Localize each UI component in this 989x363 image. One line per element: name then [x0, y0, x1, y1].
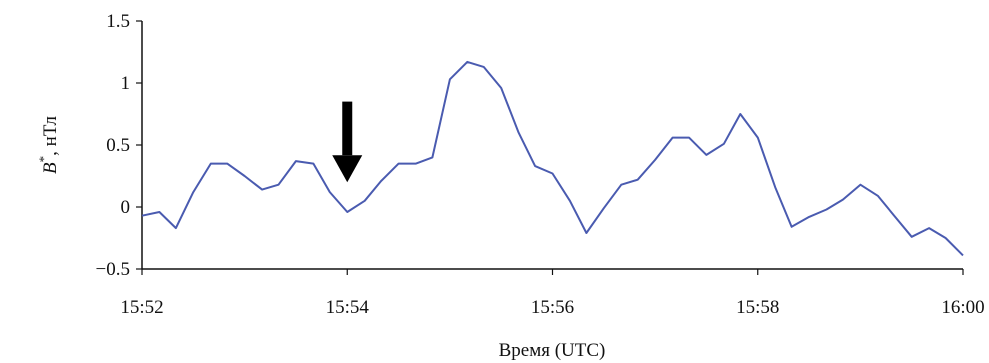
plot-area — [142, 21, 963, 269]
x-axis-title: Время (UTC) — [499, 340, 606, 361]
arrow-annotation — [332, 101, 363, 183]
series-group — [141, 60, 964, 257]
y-tick-label: 0 — [121, 197, 131, 218]
y-axis-unit: , нТл — [40, 116, 61, 156]
x-tick-label: 15:54 — [326, 297, 370, 318]
x-tick-label: 16:00 — [941, 297, 984, 318]
y-axis-symbol: B — [40, 162, 61, 174]
y-tick-label: 1.5 — [106, 11, 130, 32]
series-line — [141, 60, 964, 257]
y-ticks: 1.5 1 0.5 0 −0.5 — [96, 11, 142, 280]
y-axis-title: B*, нТл — [36, 116, 61, 174]
annotation-group — [332, 101, 363, 183]
y-tick-label: 1 — [121, 73, 131, 94]
x-ticks: 15:52 15:54 15:56 15:58 16:00 — [120, 269, 985, 318]
y-tick-label: 0.5 — [106, 135, 130, 156]
x-tick-label: 15:52 — [120, 297, 163, 318]
y-axis-superscript: * — [36, 156, 51, 163]
x-tick-label: 15:56 — [531, 297, 574, 318]
x-tick-label: 15:58 — [736, 297, 779, 318]
arrow-shaft — [342, 101, 353, 156]
y-tick-label: −0.5 — [96, 259, 130, 280]
arrow-head — [332, 155, 363, 183]
